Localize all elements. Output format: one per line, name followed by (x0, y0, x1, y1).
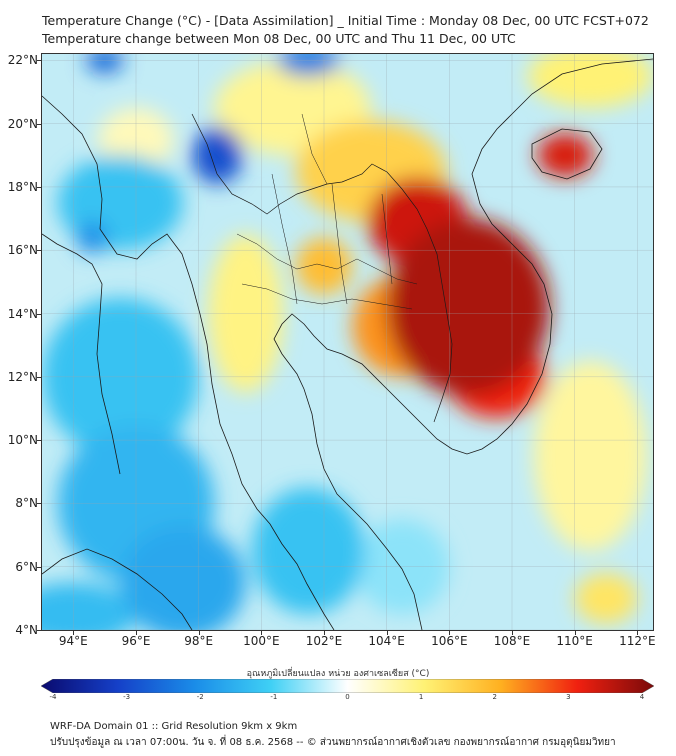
longitude-tick (512, 631, 513, 635)
latitude-tick (37, 440, 41, 442)
colorbar (41, 679, 654, 693)
colorbar-tick-label: -3 (123, 693, 131, 701)
latitude-label: 18°N (7, 179, 38, 194)
title-line-2: Temperature change between Mon 08 Dec, 0… (42, 31, 516, 46)
longitude-tick (386, 631, 388, 635)
longitude-label: 110°E (556, 634, 593, 648)
colorbar-tick-label: 1 (418, 693, 424, 701)
latitude-tick (37, 313, 41, 315)
longitude-label: 96°E (121, 634, 151, 648)
temperature-field (42, 54, 653, 630)
latitude-tick (37, 566, 41, 568)
lat-lon-grid (42, 54, 653, 630)
anomaly-blob (251, 487, 365, 615)
footer-credit: ปรับปรุงข้อมูล ณ เวลา 07:00น. วัน จ. ที่… (50, 737, 616, 748)
longitude-tick (73, 631, 75, 635)
anomaly-blob (85, 54, 124, 73)
map-panel[interactable] (41, 53, 654, 631)
latitude-label: 8°N (15, 496, 38, 511)
longitude-tick (574, 631, 576, 635)
colorbar-tick-label: -4 (49, 693, 57, 701)
longitude-label: 104°E (368, 634, 405, 648)
longitude-label: 108°E (493, 634, 531, 648)
anomaly-blob (527, 54, 653, 108)
coastline-borders (42, 58, 653, 630)
longitude-tick (261, 631, 263, 635)
latitude-label: 12°N (7, 369, 38, 384)
latitude-tick (37, 376, 41, 378)
colorbar-tick-label: -1 (270, 693, 278, 701)
temperature-change-map (42, 54, 653, 630)
longitude-tick (449, 631, 451, 635)
colorbar-tick-label: 4 (639, 693, 645, 701)
latitude-label: 6°N (15, 559, 38, 574)
latitude-tick (37, 186, 41, 188)
latitude-label: 14°N (7, 306, 38, 321)
latitude-tick (37, 123, 41, 125)
latitude-tick (37, 250, 41, 252)
longitude-tick (198, 631, 200, 635)
latitude-tick (37, 60, 41, 62)
anomaly-blob (537, 133, 594, 178)
longitude-tick (136, 631, 137, 635)
colorbar-tick-label: 3 (566, 693, 571, 701)
longitude-label: 106°E (431, 634, 468, 648)
anomaly-blob (533, 360, 647, 551)
myanmar-coast (42, 233, 121, 475)
latitude-label: 22°N (7, 53, 38, 68)
anomaly-blob (386, 218, 550, 396)
longitude-label: 98°E (184, 634, 214, 648)
colorbar-title: อุณหภูมิเปลี่ยนแปลง หน่วย องศาเซลเซียส (… (246, 669, 430, 679)
hainan-island (531, 128, 603, 180)
country-borders (191, 113, 453, 423)
colorbar-tick-label: 2 (492, 693, 497, 701)
mainland-coastline (42, 95, 335, 630)
latitude-label: 20°N (7, 116, 38, 131)
latitude-tick (37, 630, 41, 631)
colorbar-tick-label: 0 (345, 693, 350, 701)
title-line-1: Temperature Change (°C) - [Data Assimila… (42, 13, 649, 28)
anomaly-blob (574, 573, 638, 624)
anomaly-blob (192, 126, 243, 184)
anomaly-blob (76, 221, 108, 254)
longitude-tick (637, 631, 639, 635)
longitude-tick (324, 631, 325, 635)
longitude-label: 112°E (619, 634, 656, 648)
anomaly-blob (120, 525, 246, 630)
colorbar-gradient (41, 679, 654, 693)
latitude-label: 4°N (15, 623, 38, 637)
footer-domain-info: WRF-DA Domain 01 :: Grid Resolution 9km … (50, 721, 298, 732)
latitude-tick (37, 503, 41, 505)
longitude-label: 102°E (305, 634, 343, 648)
anomaly-blob (42, 582, 136, 630)
latitude-label: 10°N (7, 433, 38, 448)
sumatra-coast (42, 548, 193, 630)
gulf-coastline (273, 58, 653, 630)
colorbar-tick-label: -2 (196, 693, 204, 701)
latitude-label: 16°N (7, 243, 38, 258)
longitude-label: 94°E (58, 634, 88, 648)
province-borders (236, 113, 418, 310)
longitude-label: 100°E (243, 634, 280, 648)
